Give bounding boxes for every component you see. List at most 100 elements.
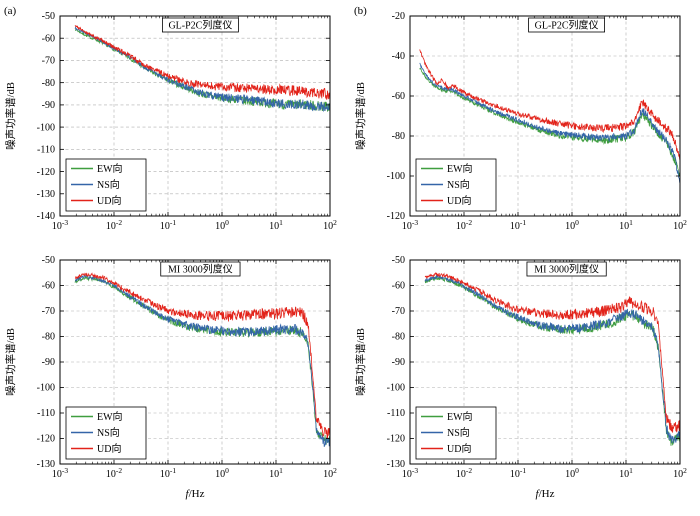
x-tick-label: 100	[565, 218, 579, 232]
series-ns-line	[74, 273, 330, 448]
y-tick-label: -140	[37, 211, 55, 222]
legend: EW向 NS向 UD向	[65, 406, 147, 460]
y-tick-label: -70	[42, 56, 55, 67]
y-tick-label: -90	[42, 100, 55, 111]
y-axis-label: 噪声功率谱/dB	[4, 328, 17, 396]
y-tick-label: -90	[42, 357, 55, 368]
x-tick-label: 10-2	[106, 466, 122, 480]
series-ew-line	[75, 27, 330, 112]
legend-label: EW向	[447, 410, 473, 423]
x-tick-label: 102	[323, 218, 337, 232]
x-tick-label: 10-3	[402, 466, 418, 480]
y-tick-label: -50	[392, 255, 405, 266]
y-tick-label: -100	[387, 383, 405, 394]
x-tick-label: 101	[619, 218, 633, 232]
series-ud-line	[74, 25, 330, 100]
y-tick-label: -50	[42, 255, 55, 266]
x-tick-label: 10-3	[52, 466, 68, 480]
legend-label: EW向	[97, 162, 123, 175]
series-ud-line	[424, 271, 680, 433]
legend-label: UD向	[97, 194, 121, 207]
series-ud-line	[74, 272, 330, 439]
y-tick-label: -120	[37, 434, 55, 445]
legend: EW向 NS向 UD向	[65, 158, 147, 212]
y-tick-label: -110	[387, 408, 405, 419]
y-tick-label: -80	[392, 332, 405, 343]
y-axis-label: 噪声功率谱/dB	[4, 82, 17, 150]
legend-label: NS向	[97, 426, 120, 439]
y-tick-label: -100	[387, 171, 405, 182]
x-tick-label: 102	[673, 466, 687, 480]
legend: EW向 NS向 UD向	[415, 406, 497, 460]
x-tick-label: 10-2	[456, 466, 472, 480]
x-tick-label: 101	[269, 466, 283, 480]
x-tick-label: 10-1	[160, 218, 176, 232]
y-tick-label: -40	[392, 51, 405, 62]
y-tick-label: -80	[42, 78, 55, 89]
legend-label: NS向	[447, 178, 470, 191]
x-axis-label: f/Hz	[536, 488, 555, 500]
legend-label: EW向	[97, 410, 123, 423]
chart-panel-gl-p2c-left: 10-3 10-2 10-1 100 101 102 -50 -60 -70 -80 -90 -100…	[4, 5, 337, 232]
x-tick-label: 100	[215, 466, 229, 480]
x-tick-label: 10-3	[402, 218, 418, 232]
x-tick-label: 101	[619, 466, 633, 480]
panel-corner-label: (b)	[354, 5, 367, 17]
x-tick-label: 100	[215, 218, 229, 232]
x-tick-label: 101	[269, 218, 283, 232]
y-tick-label: -120	[387, 211, 405, 222]
y-tick-label: -60	[42, 281, 55, 292]
x-tick-label: 10-3	[52, 218, 68, 232]
y-tick-label: -100	[37, 122, 55, 133]
legend: EW向 NS向 UD向	[415, 158, 497, 212]
series-group	[74, 272, 330, 448]
y-tick-label: -80	[42, 332, 55, 343]
y-tick-label: -60	[42, 33, 55, 44]
y-tick-label: -100	[37, 383, 55, 394]
panel-corner-label: (a)	[4, 5, 17, 17]
y-tick-label: -50	[42, 11, 55, 22]
series-ns-line	[74, 25, 330, 113]
y-tick-label: -110	[37, 145, 55, 156]
series-group	[419, 49, 680, 184]
x-tick-label: 10-2	[106, 218, 122, 232]
series-ns-line	[419, 62, 680, 184]
y-tick-label: -70	[42, 306, 55, 317]
chart-panel-gl-p2c-right: 10-3 10-2 10-1 100 101 102 -20 -40 -60 -80 -100 -12…	[354, 5, 687, 232]
series-group	[74, 25, 330, 113]
y-axis-label: 噪声功率谱/dB	[354, 82, 367, 150]
x-tick-label: 10-1	[510, 466, 526, 480]
y-tick-label: -60	[392, 91, 405, 102]
y-tick-label: -120	[37, 167, 55, 178]
y-tick-label: -120	[387, 434, 405, 445]
y-tick-label: -130	[37, 189, 55, 200]
legend-label: UD向	[447, 194, 471, 207]
x-tick-label: 102	[673, 218, 687, 232]
y-tick-label: -110	[37, 408, 55, 419]
y-tick-label: -70	[392, 306, 405, 317]
chart-panel-mi3000-right: 10-3 10-2 10-1 100 101 102 -50 -60 -70 -80 -90 -100…	[354, 255, 687, 500]
y-axis-label: 噪声功率谱/dB	[354, 328, 367, 396]
x-axis-label: f/Hz	[186, 488, 205, 500]
x-tick-label: 10-2	[456, 218, 472, 232]
y-tick-label: -130	[387, 459, 405, 470]
x-tick-label: 10-1	[160, 466, 176, 480]
chart-title: GL-P2C列度仪	[168, 19, 232, 32]
chart-title: MI 3000列度仪	[168, 263, 233, 276]
legend-label: NS向	[97, 178, 120, 191]
chart-title: GL-P2C列度仪	[535, 19, 599, 32]
chart-title: MI 3000列度仪	[534, 263, 599, 276]
y-tick-label: -20	[392, 11, 405, 22]
x-tick-label: 10-1	[510, 218, 526, 232]
x-tick-label: 100	[565, 466, 579, 480]
y-tick-label: -60	[392, 281, 405, 292]
legend-label: UD向	[447, 442, 471, 455]
legend-label: NS向	[447, 426, 470, 439]
y-tick-label: -80	[392, 131, 405, 142]
legend-label: EW向	[447, 162, 473, 175]
series-ud-line	[419, 49, 680, 160]
y-tick-label: -90	[392, 357, 405, 368]
chart-panel-mi3000-left: 10-3 10-2 10-1 100 101 102 -50 -60 -70 -80 -90 -100…	[4, 255, 337, 500]
legend-label: UD向	[97, 442, 121, 455]
